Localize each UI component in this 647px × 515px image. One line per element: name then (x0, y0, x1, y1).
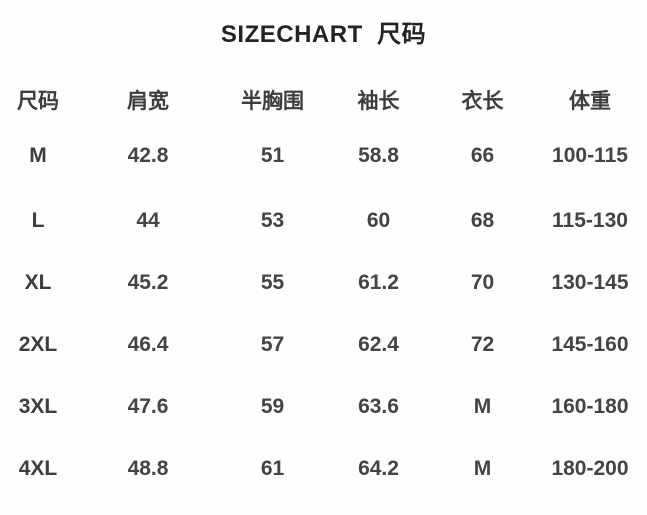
table-row: M 42.8 51 58.8 66 100-115 (0, 122, 647, 190)
column-header-shoulder: 肩宽 (127, 90, 169, 113)
cell-shoulder: 45.2 (127, 271, 169, 294)
column-header-half-chest: 半胸围 (241, 90, 304, 113)
cell-weight: 160-180 (551, 395, 629, 418)
size-chart-table: 尺码 肩宽 半胸围 袖长 衣长 体重 M 42.8 51 58.8 66 100… (0, 78, 647, 500)
cell-sleeve: 63.6 (358, 395, 399, 418)
cell-sleeve: 61.2 (358, 271, 399, 294)
cell-shoulder: 48.8 (127, 457, 169, 480)
cell-shoulder: 42.8 (127, 144, 169, 167)
cell-shoulder: 46.4 (127, 333, 169, 356)
cell-size: 2XL (18, 333, 58, 356)
cell-half-chest: 61 (260, 457, 285, 480)
cell-length: 66 (470, 144, 495, 167)
column-header-weight: 体重 (569, 90, 611, 113)
table-row: 2XL 46.4 57 62.4 72 145-160 (0, 314, 647, 376)
cell-weight: 100-115 (552, 144, 628, 167)
cell-weight: 180-200 (551, 457, 629, 480)
cell-shoulder: 44 (136, 209, 160, 232)
table-header-row: 尺码 肩宽 半胸围 袖长 衣长 体重 (0, 78, 647, 122)
cell-half-chest: 57 (260, 333, 285, 356)
cell-length: 68 (470, 209, 495, 232)
cell-weight: 130-145 (551, 271, 629, 294)
table-row: 3XL 47.6 59 63.6 M 160-180 (0, 376, 647, 438)
cell-sleeve: 62.4 (358, 333, 399, 356)
cell-half-chest: 51 (260, 144, 285, 167)
cell-weight: 115-130 (552, 209, 628, 232)
cell-size: L (31, 209, 45, 232)
column-header-size: 尺码 (17, 90, 59, 113)
column-header-sleeve: 袖长 (357, 90, 400, 113)
cell-weight: 145-160 (551, 333, 629, 356)
table-body: M 42.8 51 58.8 66 100-115 L 44 53 60 68 … (0, 122, 647, 500)
cell-length: M (473, 395, 492, 418)
table-row: L 44 53 60 68 115-130 (0, 190, 647, 252)
table-row: 4XL 48.8 61 64.2 M 180-200 (0, 438, 647, 500)
cell-size: XL (24, 271, 52, 294)
cell-half-chest: 53 (260, 209, 285, 232)
cell-sleeve: 64.2 (358, 457, 399, 480)
cell-length: 70 (470, 271, 495, 294)
cell-half-chest: 59 (260, 395, 285, 418)
cell-sleeve: 60 (366, 209, 391, 232)
cell-size: 4XL (18, 457, 58, 480)
cell-sleeve: 58.8 (358, 144, 399, 167)
page-title: SIZECHART 尺码 (220, 21, 427, 48)
table-row: XL 45.2 55 61.2 70 130-145 (0, 252, 647, 314)
cell-shoulder: 47.6 (127, 395, 169, 418)
cell-size: M (29, 144, 47, 167)
cell-length: 72 (470, 333, 495, 356)
cell-size: 3XL (18, 395, 58, 418)
cell-half-chest: 55 (260, 271, 285, 294)
cell-length: M (473, 457, 492, 480)
column-header-length: 衣长 (461, 90, 504, 113)
table-header: 尺码 肩宽 半胸围 袖长 衣长 体重 (0, 78, 647, 122)
